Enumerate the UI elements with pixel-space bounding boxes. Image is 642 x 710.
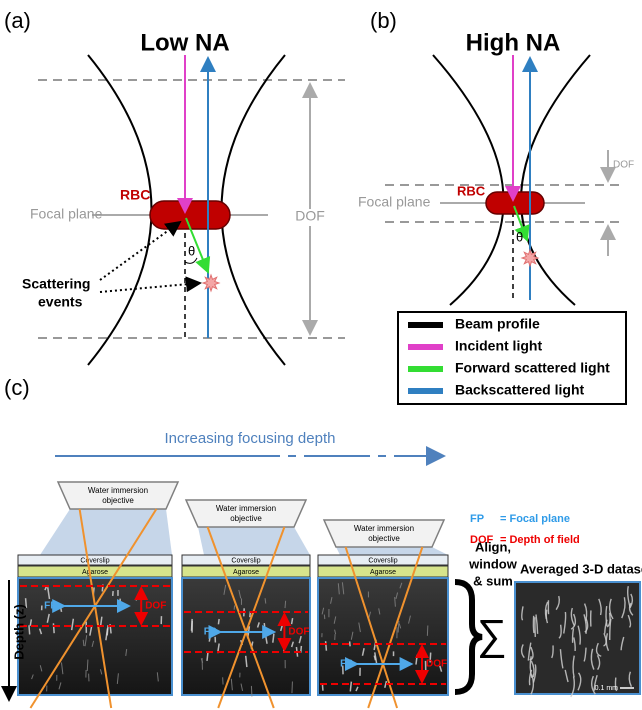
objective-label: objective (102, 496, 134, 505)
dof-label: DOF (295, 208, 325, 224)
oct-speckle (350, 682, 351, 692)
figure: (a) Low NA Focal plane RBC θ DOF Scattering eve… (0, 0, 642, 710)
oct-image (18, 578, 172, 695)
angle-arc (185, 258, 197, 263)
oct-image (318, 578, 448, 695)
agarose-label: Agarose (370, 569, 396, 576)
panel-title: Low NA (140, 29, 229, 56)
oct-speckle (218, 619, 219, 624)
coverslip-label: Coverslip (231, 557, 260, 564)
legend-label: Backscattered light (455, 382, 584, 398)
immersion-water (336, 547, 448, 555)
legend-label: Beam profile (455, 316, 540, 332)
objective-label: Water immersion (216, 504, 276, 513)
oct-speckle (292, 618, 293, 624)
dof-label: DOF (145, 601, 166, 612)
fp-label: FP (204, 627, 217, 638)
scattering-label: events (38, 294, 83, 310)
fp-label: FP (44, 601, 57, 612)
oct-speckle (30, 619, 31, 625)
dataset-image (515, 582, 640, 694)
coverslip-label: Coverslip (368, 557, 397, 564)
scale-bar-label: 0.1 mm (595, 685, 619, 692)
process-label: Align, (475, 539, 511, 554)
dataset-title: Averaged 3-D dataset (520, 561, 642, 576)
dof-label: DOF (613, 160, 634, 171)
oct-speckle (61, 607, 62, 612)
legend-label: Incident light (455, 338, 542, 354)
panel-label: (c) (4, 375, 30, 400)
objective-label: objective (230, 514, 262, 523)
beam-profile (222, 55, 286, 365)
coverslip-label: Coverslip (80, 557, 109, 564)
beam-profile (521, 55, 590, 305)
theta: θ (516, 229, 523, 244)
oct-speckle (285, 601, 286, 608)
dataset-vessel (533, 616, 534, 633)
depth-axis-label: Depth (z) (11, 604, 26, 660)
panel-title: High NA (466, 29, 561, 56)
process-label: & sum (473, 573, 513, 588)
oct-speckle (83, 640, 84, 646)
dof-label: DOF (426, 659, 447, 670)
theta: θ (188, 243, 195, 258)
key-text: = Focal plane (500, 513, 570, 525)
key-abbr: FP (470, 513, 484, 525)
oct-speckle (251, 686, 252, 697)
oct-speckle (53, 623, 54, 633)
scattering-event (522, 250, 538, 266)
pointer (100, 222, 180, 280)
agarose-label: Agarose (82, 569, 108, 576)
oct-speckle (209, 637, 210, 641)
agarose-label: Agarose (233, 569, 259, 576)
oct-speckle (374, 656, 375, 661)
sum-symbol: ∑ (477, 611, 507, 658)
panel-label: (a) (4, 8, 31, 33)
oct-speckle (326, 641, 327, 651)
scattering-event (203, 275, 219, 291)
rbc (150, 201, 230, 229)
rbc-label: RBC (457, 183, 486, 198)
objective-label: Water immersion (354, 524, 414, 533)
oct-speckle (265, 598, 266, 603)
oct-speckle (192, 619, 193, 631)
process-label: window (468, 556, 518, 571)
focal-plane-label: Focal plane (358, 194, 431, 210)
rbc-label: RBC (120, 187, 150, 203)
objective-label: objective (368, 534, 400, 543)
dof-label: DOF (288, 627, 309, 638)
legend-label: Forward scattered light (455, 360, 610, 376)
key-text: = Depth of field (500, 534, 580, 546)
oct-speckle (87, 660, 88, 671)
beam-profile (433, 55, 504, 305)
panel-label: (b) (370, 8, 397, 33)
scattering-label: Scattering (22, 276, 90, 292)
fp-label: FP (340, 659, 353, 670)
focal-plane-label: Focal plane (30, 206, 103, 222)
objective-label: Water immersion (88, 486, 148, 495)
immersion-water (198, 527, 310, 555)
oct-speckle (29, 625, 30, 634)
arrow-label: Increasing focusing depth (165, 430, 336, 447)
